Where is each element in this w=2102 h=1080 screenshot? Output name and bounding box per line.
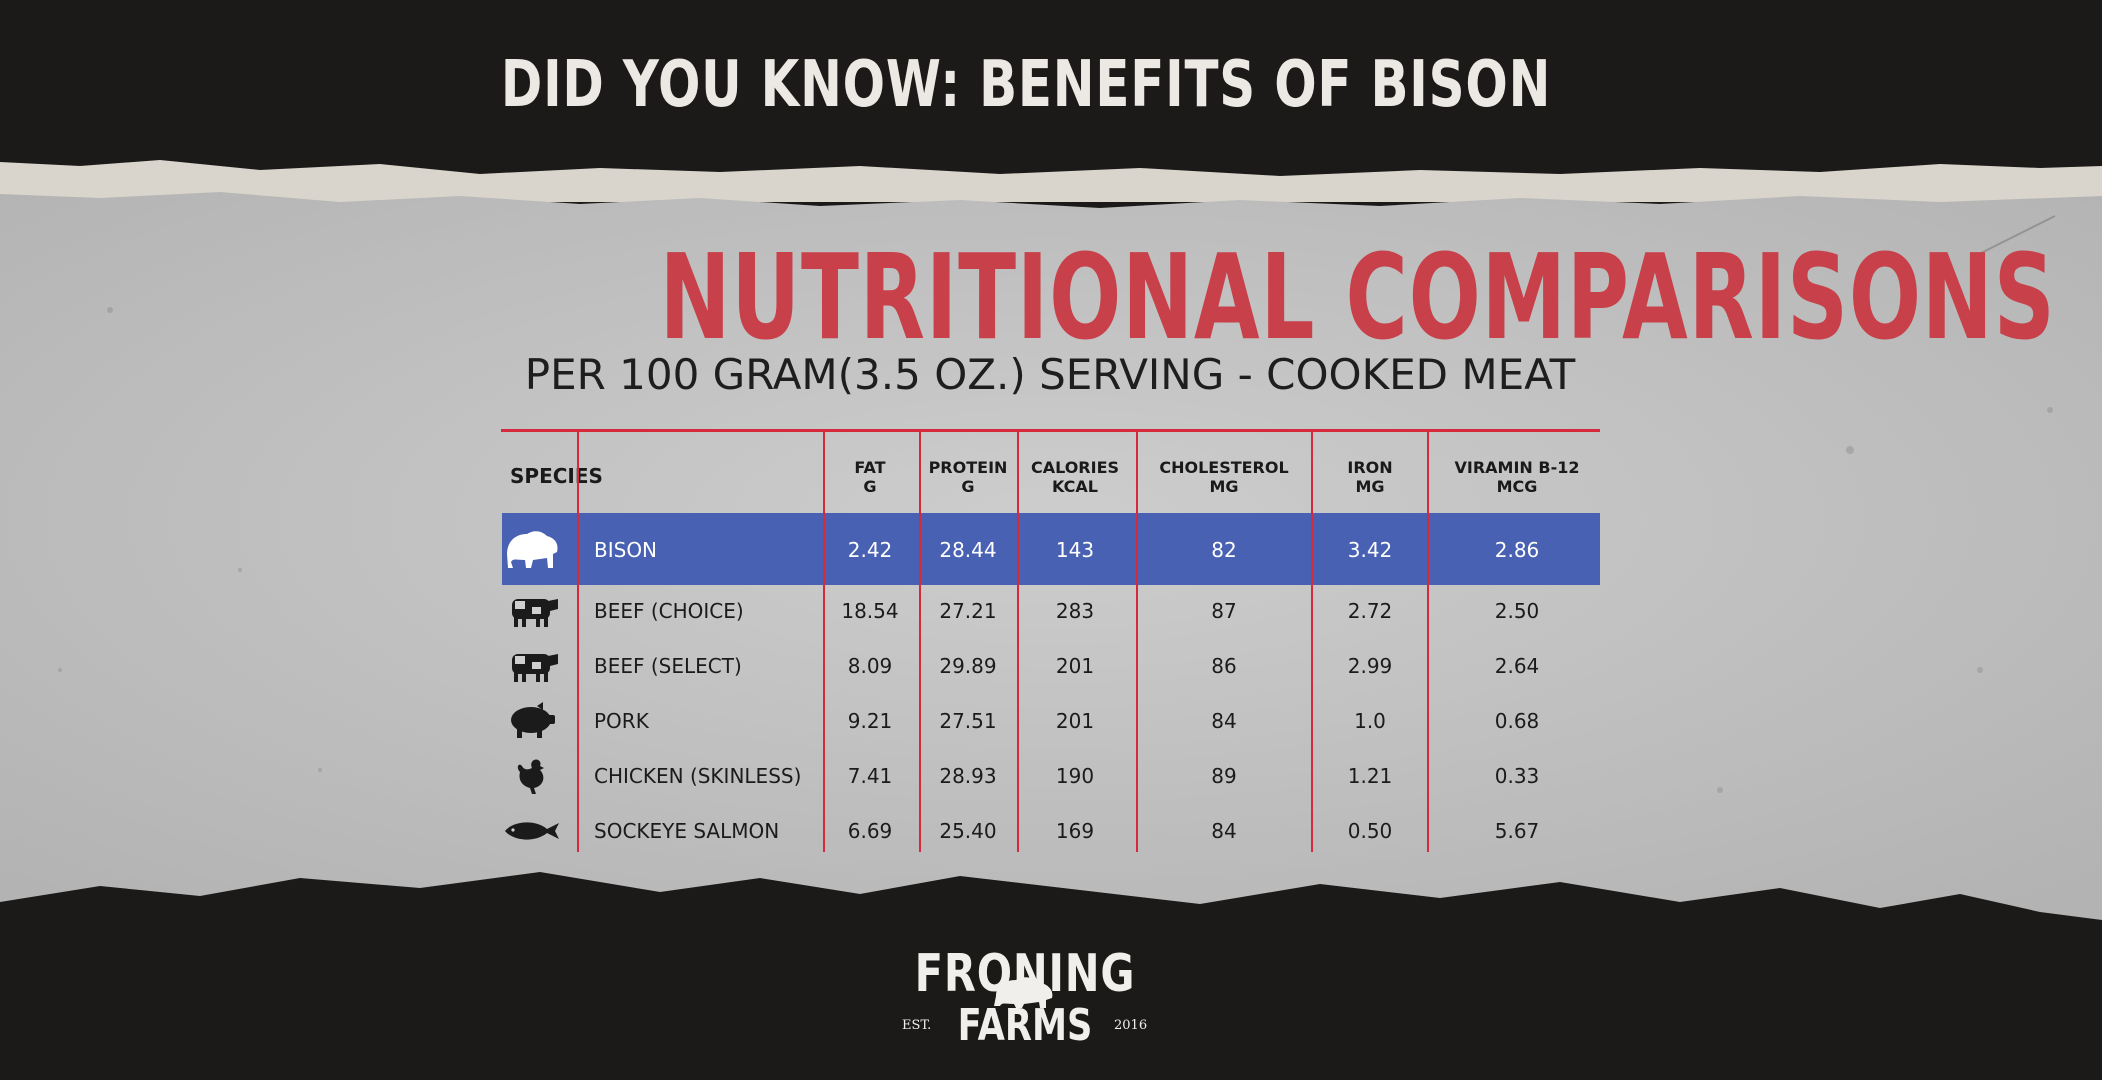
calories-value: 201 — [1055, 653, 1095, 678]
column-header-vitamin-b12: VIRAMIN B-12 MCG — [1428, 458, 1606, 496]
iron-value: 1.21 — [1347, 763, 1393, 788]
cholesterol-value: 82 — [1211, 537, 1237, 562]
page-subtitle: PER 100 GRAM(3.5 OZ.) SERVING - COOKED M… — [524, 350, 1576, 399]
fat-value: 8.09 — [847, 653, 893, 678]
b12-value: 5.67 — [1494, 818, 1540, 843]
table-row: BEEF (CHOICE) 18.54 27.21 283 87 2.72 2.… — [0, 583, 2102, 638]
logo-bottom-text: FARMS — [957, 1000, 1093, 1051]
cow-icon — [500, 638, 564, 693]
species-name: BEEF (SELECT) — [594, 653, 742, 678]
table-row: BEEF (SELECT) 8.09 29.89 201 86 2.99 2.6… — [0, 638, 2102, 693]
iron-value: 1.0 — [1354, 708, 1386, 733]
column-divider — [1136, 432, 1138, 852]
column-divider — [1311, 432, 1313, 852]
fat-value: 7.41 — [847, 763, 893, 788]
b12-value: 2.64 — [1494, 653, 1540, 678]
column-divider — [1427, 432, 1429, 852]
b12-value: 0.33 — [1494, 763, 1540, 788]
fat-value: 2.42 — [847, 537, 893, 562]
column-header-name: CHOLESTEROL — [1159, 458, 1289, 477]
species-name: PORK — [594, 708, 649, 733]
species-name: CHICKEN (SKINLESS) — [594, 763, 802, 788]
column-header-unit: MG — [1209, 477, 1239, 496]
calories-value: 283 — [1055, 598, 1095, 623]
cholesterol-value: 86 — [1211, 653, 1237, 678]
column-divider — [577, 432, 579, 852]
species-name: BEEF (CHOICE) — [594, 598, 744, 623]
logo-est: EST. — [902, 1018, 932, 1033]
table-row: SOCKEYE SALMON 6.69 25.40 169 84 0.50 5.… — [0, 803, 2102, 858]
protein-value: 25.40 — [939, 818, 997, 843]
column-header-cholesterol: CHOLESTEROL MG — [1136, 458, 1312, 496]
b12-value: 2.50 — [1494, 598, 1540, 623]
iron-value: 0.50 — [1347, 818, 1393, 843]
calories-value: 143 — [1055, 537, 1095, 562]
fat-value: 9.21 — [847, 708, 893, 733]
column-header-unit: MG — [1355, 477, 1385, 496]
brand-logo: FRONING FARMS EST. 2016 — [880, 944, 1170, 1054]
column-header-name: VIRAMIN B-12 — [1454, 458, 1580, 477]
cholesterol-value: 87 — [1211, 598, 1237, 623]
table-row: BISON 2.42 28.44 143 82 3.42 2.86 — [0, 522, 2102, 577]
species-name: SOCKEYE SALMON — [594, 818, 780, 843]
column-header-unit: KCAL — [1052, 477, 1098, 496]
logo-year: 2016 — [1114, 1018, 1148, 1033]
column-header-name: IRON — [1347, 458, 1393, 477]
fat-value: 6.69 — [847, 818, 893, 843]
cholesterol-value: 89 — [1211, 763, 1237, 788]
iron-value: 2.99 — [1347, 653, 1393, 678]
table-row: PORK 9.21 27.51 201 84 1.0 0.68 — [0, 693, 2102, 748]
fat-value: 18.54 — [841, 598, 899, 623]
page-title: NUTRITIONAL COMPARISONS — [659, 228, 2056, 366]
column-divider — [919, 432, 921, 852]
species-name: BISON — [594, 537, 658, 562]
column-header-name: PROTEIN — [928, 458, 1008, 477]
calories-value: 190 — [1055, 763, 1095, 788]
protein-value: 29.89 — [939, 653, 997, 678]
column-header-unit: G — [863, 477, 877, 496]
column-header-iron: IRON MG — [1312, 458, 1428, 496]
calories-value: 201 — [1055, 708, 1095, 733]
calories-value: 169 — [1055, 818, 1095, 843]
column-header-name: CALORIES — [1030, 458, 1120, 477]
b12-value: 2.86 — [1494, 537, 1540, 562]
headline: DID YOU KNOW: BENEFITS OF BISON — [500, 48, 1552, 122]
column-header-name: FAT — [854, 458, 886, 477]
column-header-unit: G — [961, 477, 975, 496]
bison-logo-icon — [994, 977, 1053, 1008]
column-divider — [823, 432, 825, 852]
highlight-row-bg — [502, 513, 1600, 585]
protein-value: 27.51 — [939, 708, 997, 733]
protein-value: 28.44 — [939, 537, 997, 562]
b12-value: 0.68 — [1494, 708, 1540, 733]
cholesterol-value: 84 — [1211, 818, 1237, 843]
column-divider — [1017, 432, 1019, 852]
bison-icon — [500, 522, 564, 577]
cow-icon — [500, 583, 564, 638]
table-row: CHICKEN (SKINLESS) 7.41 28.93 190 89 1.2… — [0, 748, 2102, 803]
protein-value: 27.21 — [939, 598, 997, 623]
chicken-icon — [500, 748, 564, 803]
title-divider — [501, 429, 1600, 432]
column-header-unit: MCG — [1496, 477, 1538, 496]
species-header: SPECIES — [510, 464, 603, 488]
column-header-protein: PROTEIN G — [920, 458, 1016, 496]
column-header-calories: CALORIES KCAL — [1018, 458, 1132, 496]
column-header-fat: FAT G — [824, 458, 916, 496]
protein-value: 28.93 — [939, 763, 997, 788]
iron-value: 2.72 — [1347, 598, 1393, 623]
fish-icon — [500, 803, 564, 858]
cholesterol-value: 84 — [1211, 708, 1237, 733]
iron-value: 3.42 — [1347, 537, 1393, 562]
pig-icon — [500, 693, 564, 748]
